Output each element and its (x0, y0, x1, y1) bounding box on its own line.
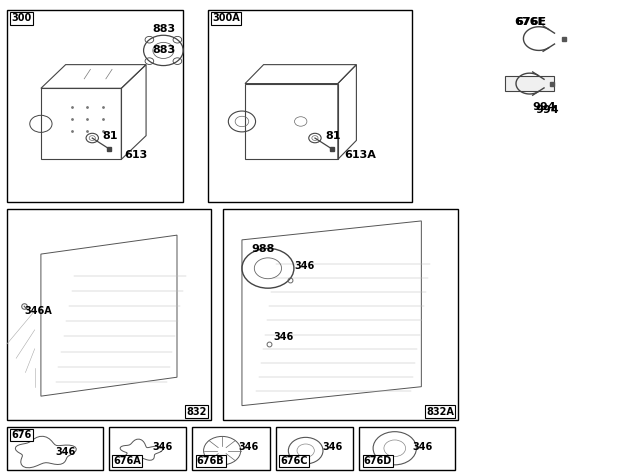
Text: 676D: 676D (364, 456, 392, 466)
Text: 988: 988 (251, 244, 275, 254)
Text: 346A: 346A (24, 306, 52, 316)
Bar (223, 209, 458, 420)
Text: 613: 613 (125, 150, 148, 160)
Bar (192, 427, 270, 470)
Text: 676: 676 (11, 430, 32, 440)
Text: 346: 346 (239, 442, 259, 452)
Bar (276, 427, 353, 470)
Bar (109, 427, 186, 470)
Bar (360, 427, 455, 470)
Text: eReplacementParts.com: eReplacementParts.com (225, 230, 395, 245)
Text: 832: 832 (187, 407, 206, 417)
Text: 883: 883 (153, 46, 175, 56)
Text: 994: 994 (536, 104, 559, 114)
Text: 346: 346 (273, 332, 293, 342)
Text: 346: 346 (55, 446, 76, 456)
Text: 300A: 300A (212, 13, 240, 23)
Text: 346: 346 (294, 261, 315, 271)
Text: 676C: 676C (280, 456, 308, 466)
Text: 81: 81 (103, 131, 118, 141)
Text: 676B: 676B (197, 456, 224, 466)
Text: 832A: 832A (427, 407, 454, 417)
Text: 346: 346 (322, 442, 343, 452)
Text: 346: 346 (153, 442, 172, 452)
Bar (208, 10, 412, 202)
Text: 613A: 613A (344, 150, 376, 160)
Bar (7, 10, 183, 202)
Text: 676E: 676E (515, 17, 546, 27)
Bar (7, 209, 211, 420)
Text: 994: 994 (533, 102, 556, 112)
Bar (7, 427, 103, 470)
Text: 300: 300 (11, 13, 32, 23)
Text: 81: 81 (326, 131, 341, 141)
Text: 676E: 676E (514, 17, 545, 27)
Text: 883: 883 (153, 24, 175, 34)
Text: 346: 346 (412, 442, 432, 452)
Text: 676A: 676A (113, 456, 141, 466)
Bar (505, 76, 554, 91)
